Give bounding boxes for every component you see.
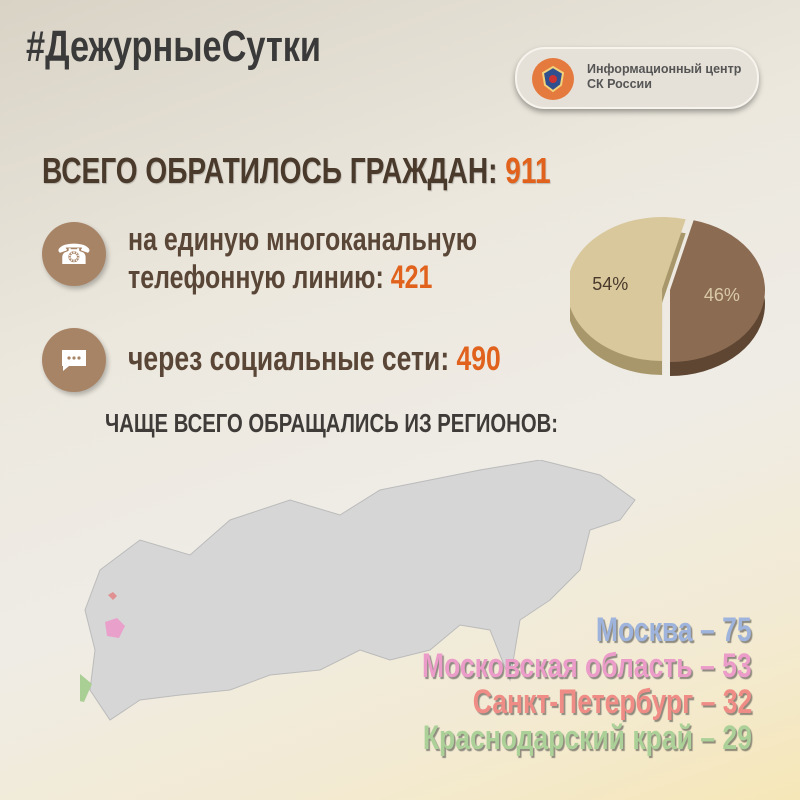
regions-list: Москва – 75 Московская область – 53 Санкт-…	[329, 612, 752, 756]
phone-value: 421	[390, 259, 433, 295]
region-value: 32	[722, 683, 752, 721]
total-value: 911	[505, 150, 551, 191]
russia-map	[80, 460, 636, 721]
social-label: через социальные сети:	[128, 340, 450, 378]
phone-icon: ☎	[42, 222, 106, 286]
phone-line1: на единую многоканальную	[128, 221, 478, 257]
region-item: Москва – 75	[596, 611, 752, 649]
phone-line2: телефонную линию:	[128, 259, 384, 295]
region-value: 53	[722, 647, 752, 685]
region-name: Краснодарский край	[422, 719, 694, 757]
regions-title: ЧАЩЕ ВСЕГО ОБРАЩАЛИСЬ ИЗ РЕГИОНОВ:	[105, 408, 559, 438]
social-value: 490	[456, 340, 501, 378]
region-value: 29	[722, 719, 752, 757]
region-item: Московская область – 53	[422, 647, 752, 685]
region-item: Санкт-Петербург – 32	[472, 683, 752, 721]
phone-line-stat: на единую многоканальную телефонную линию…	[128, 220, 477, 296]
region-item: Краснодарский край – 29	[422, 719, 752, 757]
sk-emblem-icon	[532, 58, 574, 100]
badge-line1: Информационный центр	[587, 62, 742, 76]
total-citizens: ВСЕГО ОБРАТИЛОСЬ ГРАЖДАН: 911	[42, 150, 551, 192]
pie-label: 54%	[592, 274, 628, 294]
total-label: ВСЕГО ОБРАТИЛОСЬ ГРАЖДАН:	[42, 150, 498, 191]
moscow-oblast-region	[105, 618, 125, 638]
pie-label: 46%	[704, 285, 740, 305]
sk-info-center-badge: Информационный центр СК России	[515, 47, 759, 109]
spb-region	[108, 592, 117, 600]
pie-slice	[570, 216, 686, 361]
region-value: 75	[722, 611, 752, 649]
region-name: Московская область	[422, 647, 694, 685]
badge-line2: СК России	[587, 77, 652, 91]
chat-bubble-icon	[42, 328, 106, 392]
hashtag-title: #ДежурныеСутки	[26, 22, 322, 71]
krasnodar-region	[80, 674, 92, 702]
region-name: Санкт-Петербург	[472, 683, 694, 721]
social-stat: через социальные сети: 490	[128, 340, 501, 379]
pie-chart: 46% 54%	[570, 216, 766, 376]
region-name: Москва	[596, 611, 694, 649]
pie-slice	[670, 220, 766, 362]
